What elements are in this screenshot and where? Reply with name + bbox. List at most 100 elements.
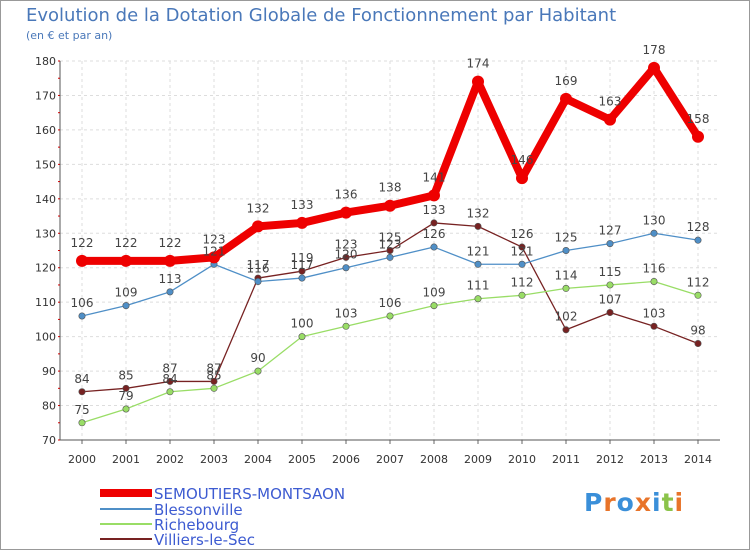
data-label: 75 (74, 403, 89, 417)
data-point (166, 377, 174, 385)
x-tick-label: 2011 (552, 453, 580, 466)
data-point (474, 295, 482, 303)
chart-subtitle: (en € et par an) (26, 29, 113, 42)
data-point (562, 284, 570, 292)
data-label: 132 (467, 206, 490, 220)
y-tick-label: 80 (42, 400, 56, 413)
logo-letter: x (634, 488, 652, 517)
data-point (122, 384, 130, 392)
data-label: 87 (162, 361, 177, 375)
y-tick-label: 100 (35, 331, 56, 344)
data-point (254, 367, 262, 375)
data-point (386, 253, 394, 261)
data-point (298, 333, 306, 341)
data-point (606, 309, 614, 317)
data-label: 103 (643, 306, 666, 320)
y-tick-label: 140 (35, 193, 56, 206)
logo-letter: r (603, 488, 617, 517)
data-point (606, 240, 614, 248)
data-label: 90 (250, 351, 265, 365)
legend-swatch (100, 508, 152, 510)
data-label: 136 (335, 188, 358, 202)
y-tick-label: 170 (35, 89, 56, 102)
data-point (474, 260, 482, 268)
legend-label: SEMOUTIERS-MONTSAON (154, 485, 346, 503)
data-label: 132 (247, 201, 270, 215)
y-tick-label: 70 (42, 434, 56, 447)
data-point (692, 130, 704, 143)
data-point (386, 247, 394, 255)
data-point (342, 264, 350, 272)
data-point (430, 302, 438, 310)
data-point (562, 247, 570, 255)
series-lines (76, 61, 704, 427)
data-label: 122 (159, 236, 182, 250)
x-tick-label: 2008 (420, 453, 448, 466)
data-point (208, 251, 220, 264)
data-label: 107 (599, 293, 622, 307)
data-label: 133 (423, 203, 446, 217)
legend-label: Blessonville (154, 501, 243, 519)
data-point (210, 384, 218, 392)
data-label: 121 (467, 244, 490, 258)
data-point (694, 340, 702, 348)
x-tick-label: 2003 (200, 453, 228, 466)
data-point (650, 229, 658, 237)
data-point (430, 243, 438, 251)
data-label: 146 (511, 153, 534, 167)
data-label: 120 (335, 248, 358, 262)
data-label: 163 (599, 95, 622, 109)
x-tick-label: 2004 (244, 453, 272, 466)
data-label: 85 (206, 368, 221, 382)
data-label: 119 (291, 251, 314, 265)
data-label: 111 (467, 279, 490, 293)
data-point (252, 220, 264, 233)
data-label: 127 (599, 224, 622, 238)
data-point (122, 302, 130, 310)
data-point (342, 322, 350, 330)
data-point (430, 219, 438, 227)
data-point (472, 75, 484, 88)
data-label: 126 (423, 227, 446, 241)
y-tick-label: 90 (42, 365, 56, 378)
data-point (518, 260, 526, 268)
y-tick-label: 180 (35, 55, 56, 68)
x-tick-label: 2006 (332, 453, 360, 466)
data-label: 106 (379, 296, 402, 310)
data-label: 116 (643, 262, 666, 276)
proxiti-logo: Proxiti (584, 488, 684, 517)
x-tick-label: 2000 (68, 453, 96, 466)
data-label: 174 (467, 57, 490, 71)
data-label: 158 (687, 112, 710, 126)
x-tick-label: 2005 (288, 453, 316, 466)
data-label: 84 (162, 372, 177, 386)
data-label: 103 (335, 306, 358, 320)
data-point (604, 113, 616, 126)
data-label: 114 (555, 268, 578, 282)
data-label: 117 (247, 258, 270, 272)
data-labels: 122 122 122 123 132 133 136 138 141 174 146 169 163 1… (71, 43, 710, 417)
logo-letter: P (584, 488, 604, 517)
data-label: 112 (511, 275, 534, 289)
data-label: 125 (555, 231, 578, 245)
data-point (298, 267, 306, 275)
data-label: 123 (335, 237, 358, 251)
data-label: 128 (687, 220, 710, 234)
data-point (120, 254, 132, 267)
data-point (694, 291, 702, 299)
data-label: 109 (115, 286, 138, 300)
data-point (650, 278, 658, 286)
data-point (76, 254, 88, 267)
data-point (428, 189, 440, 202)
logo-letter: o (616, 488, 635, 517)
data-label: 138 (379, 181, 402, 195)
data-point (694, 236, 702, 244)
data-point (386, 312, 394, 320)
data-label: 109 (423, 286, 446, 300)
data-label: 79 (118, 389, 133, 403)
data-label: 169 (555, 74, 578, 88)
data-point (516, 172, 528, 185)
data-label: 122 (115, 236, 138, 250)
data-point (210, 377, 218, 385)
